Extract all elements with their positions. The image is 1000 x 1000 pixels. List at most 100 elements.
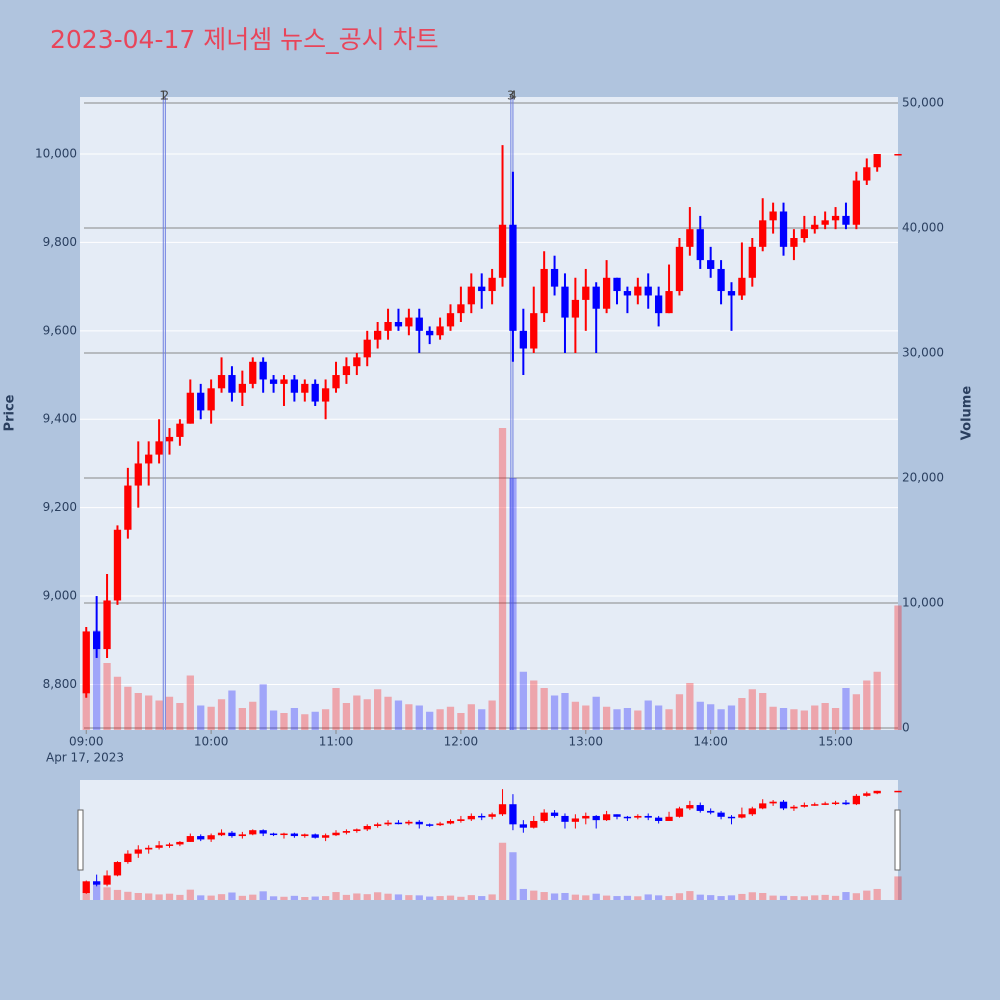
candle-body	[197, 392, 205, 411]
candle-body	[176, 423, 184, 437]
volume-bar	[800, 710, 808, 730]
volume-bar	[269, 896, 278, 900]
volume-bar	[727, 895, 736, 900]
volume-bar	[280, 896, 288, 900]
volume-bar	[759, 892, 767, 900]
volume-bar	[707, 895, 715, 900]
candle-body	[374, 824, 382, 827]
volume-bar	[311, 896, 319, 900]
volume-bar	[696, 894, 704, 900]
candle-body	[446, 820, 455, 824]
volume-bar	[738, 698, 746, 730]
volume-bar	[790, 709, 798, 730]
candle-body	[342, 831, 351, 833]
volume-bar	[811, 895, 819, 900]
candle-body	[561, 815, 569, 822]
candle-body	[790, 238, 798, 247]
candle-body	[176, 841, 184, 845]
volume-bar	[363, 894, 371, 900]
candle-body	[488, 814, 496, 817]
y2-axis-title: Volume	[960, 386, 975, 441]
volume-bar	[374, 689, 382, 730]
candle-body	[707, 810, 715, 813]
volume-bar	[311, 711, 319, 730]
candle-body	[321, 835, 330, 838]
candle-body	[155, 441, 163, 455]
candle-body	[894, 790, 902, 793]
candle-body	[113, 862, 122, 876]
volume-bar	[197, 895, 205, 900]
candle-body	[103, 875, 111, 885]
volume-bar	[863, 680, 871, 730]
volume-bar	[353, 893, 361, 900]
volume-bar	[509, 852, 517, 900]
candle-body	[467, 286, 475, 305]
candle-body	[842, 215, 850, 225]
candle-body	[249, 361, 257, 384]
volume-bar	[863, 890, 871, 900]
volume-bar	[415, 895, 423, 900]
slider-handle[interactable]	[77, 809, 84, 871]
candle-body	[290, 833, 299, 837]
candle-body	[82, 631, 90, 694]
volume-bar	[831, 895, 840, 900]
volume-bar	[842, 892, 850, 900]
candle-body	[145, 454, 153, 464]
volume-bar	[457, 713, 465, 730]
candle-body	[426, 824, 434, 826]
candle-body	[436, 326, 444, 336]
volume-bar	[197, 705, 205, 730]
x-tick-label: 15:00	[818, 735, 853, 749]
candle-body	[842, 802, 850, 805]
volume-bar	[457, 896, 465, 900]
volume-bar	[873, 671, 881, 730]
candle-body	[613, 277, 621, 292]
volume-bar	[113, 889, 122, 900]
candle-body	[821, 220, 829, 225]
candle-body	[644, 815, 652, 818]
candle-body	[301, 834, 309, 837]
x-tick-label: 14:00	[693, 735, 728, 749]
candle-body	[498, 804, 507, 815]
candle-body	[779, 801, 788, 809]
candle-body	[363, 826, 371, 830]
volume-bar	[321, 896, 330, 900]
candle-body	[634, 286, 642, 296]
x-tick-label: 13:00	[568, 735, 603, 749]
candle-body	[165, 844, 174, 846]
volume-bar	[290, 895, 299, 900]
volume-bar	[249, 701, 257, 730]
candle-body	[113, 529, 122, 601]
candle-body	[748, 246, 756, 278]
candle-body	[738, 277, 746, 296]
candle-body	[394, 822, 403, 825]
candle-body	[894, 154, 902, 156]
candle-body	[103, 600, 111, 650]
candle-body	[217, 375, 226, 389]
candle-body	[405, 821, 413, 824]
slider-handle[interactable]	[894, 809, 901, 871]
volume-bar	[842, 688, 850, 730]
x-tick-label: 12:00	[444, 735, 479, 749]
volume-bar	[644, 894, 652, 900]
x-tick-label: 10:00	[194, 735, 229, 749]
candle-body	[145, 847, 153, 850]
volume-bar	[217, 699, 226, 730]
candle-body	[561, 286, 569, 318]
candle-body	[863, 793, 871, 796]
range-slider[interactable]	[80, 780, 898, 900]
volume-bar	[93, 881, 101, 900]
candle-body	[540, 268, 548, 314]
candle-body	[384, 822, 392, 825]
volume-bar	[436, 709, 444, 730]
volume-bar	[134, 892, 142, 900]
volume-bar	[654, 895, 663, 900]
candle-body	[290, 379, 299, 393]
volume-bar	[738, 893, 746, 900]
candle-body	[186, 392, 194, 424]
volume-bar	[571, 701, 580, 730]
candle-body	[686, 229, 694, 247]
volume-bar	[93, 630, 101, 730]
volume-bar	[696, 701, 704, 730]
